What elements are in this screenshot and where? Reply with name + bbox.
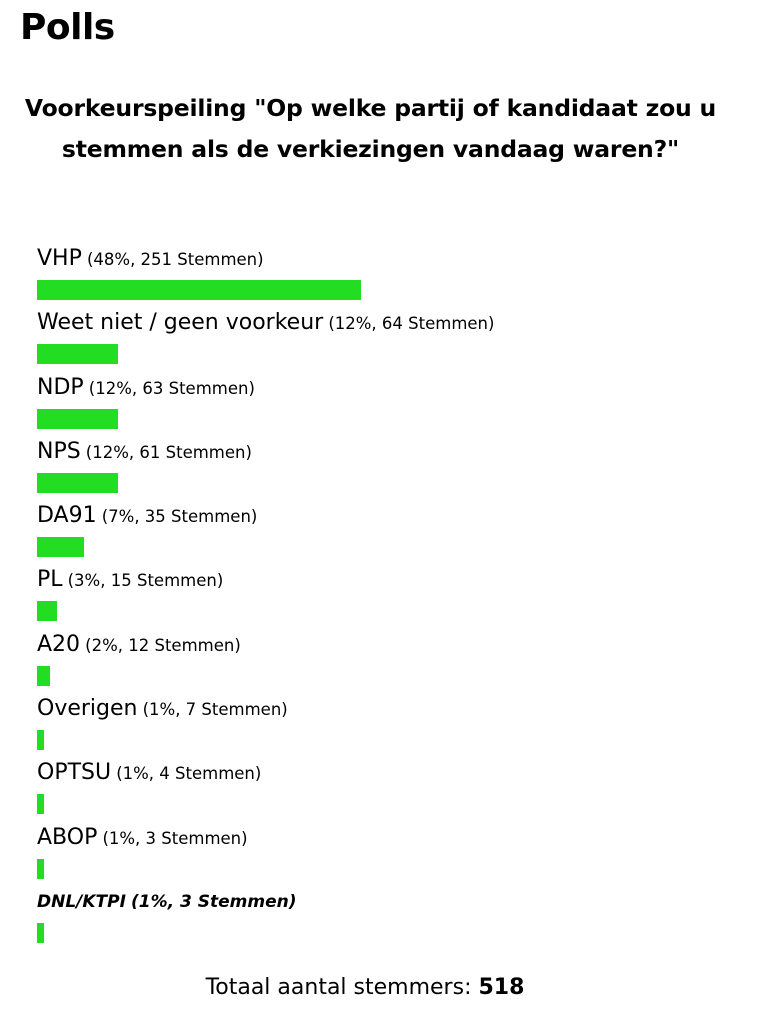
- answer-result: (1%, 4 Stemmen): [116, 764, 262, 784]
- answer-result: (12%, 63 Stemmen): [88, 378, 255, 398]
- poll-answers: VHP (48%, 251 Stemmen) Weet niet / geen …: [37, 240, 737, 947]
- poll-answer-highlighted: DNL/KTPI (1%, 3 Stemmen): [37, 883, 737, 947]
- poll-answer: VHP (48%, 251 Stemmen): [37, 240, 737, 304]
- answer-name: A20: [37, 631, 81, 657]
- total-label: Totaal aantal stemmers:: [205, 975, 472, 1000]
- answer-name: NDP: [37, 374, 84, 400]
- answer-result: (12%, 64 Stemmen): [328, 314, 495, 334]
- result-bar: [37, 408, 118, 429]
- answer-result: (3%, 15 Stemmen): [67, 571, 224, 591]
- answer-name: OPTSU: [37, 760, 112, 786]
- poll-question: Voorkeurspeiling "Op welke partij of kan…: [24, 94, 717, 163]
- answer-name: VHP: [37, 246, 82, 271]
- result-bar: [37, 280, 361, 300]
- result-bar: [37, 922, 44, 943]
- poll-answer: PL (3%, 15 Stemmen): [37, 561, 737, 625]
- poll-answer: OPTSU (1%, 4 Stemmen): [37, 754, 737, 818]
- answer-result: (2%, 12 Stemmen): [85, 635, 241, 655]
- answer-name: Overigen: [37, 696, 138, 722]
- answer-name: DNL/KTPI: [37, 891, 126, 912]
- answer-name: ABOP: [37, 824, 98, 850]
- result-bar: [37, 794, 44, 815]
- result-bar: [37, 601, 58, 622]
- answer-name: NPS: [37, 438, 81, 464]
- total-voters: Totaal aantal stemmers: 518: [0, 968, 730, 1008]
- result-bar: [37, 344, 118, 365]
- answer-name: PL: [37, 567, 63, 593]
- result-bar: [37, 665, 51, 686]
- result-bar: [37, 537, 85, 558]
- answer-result: (1%, 7 Stemmen): [142, 700, 288, 720]
- result-bar: [37, 472, 118, 493]
- result-bar: [37, 858, 44, 879]
- poll-answer: ABOP (1%, 3 Stemmen): [37, 819, 737, 883]
- answer-result: (12%, 61 Stemmen): [85, 442, 252, 462]
- poll-answer: NPS (12%, 61 Stemmen): [37, 433, 737, 497]
- poll-answer: Overigen (1%, 7 Stemmen): [37, 690, 737, 754]
- answer-result: (48%, 251 Stemmen): [86, 250, 264, 269]
- poll-answer: A20 (2%, 12 Stemmen): [37, 626, 737, 690]
- poll-answer: NDP (12%, 63 Stemmen): [37, 369, 737, 433]
- result-bar: [37, 730, 44, 751]
- poll-answer: DA91 (7%, 35 Stemmen): [37, 497, 737, 561]
- answer-name: DA91: [37, 503, 97, 529]
- answer-name: Weet niet / geen voorkeur: [37, 310, 324, 336]
- answer-result: (1%, 3 Stemmen): [131, 891, 297, 912]
- total-count: 518: [478, 975, 525, 1000]
- answer-result: (1%, 3 Stemmen): [102, 828, 248, 848]
- widget-heading: Polls: [20, 7, 115, 48]
- poll-answer: Weet niet / geen voorkeur (12%, 64 Stemm…: [37, 304, 737, 368]
- answer-result: (7%, 35 Stemmen): [101, 507, 258, 527]
